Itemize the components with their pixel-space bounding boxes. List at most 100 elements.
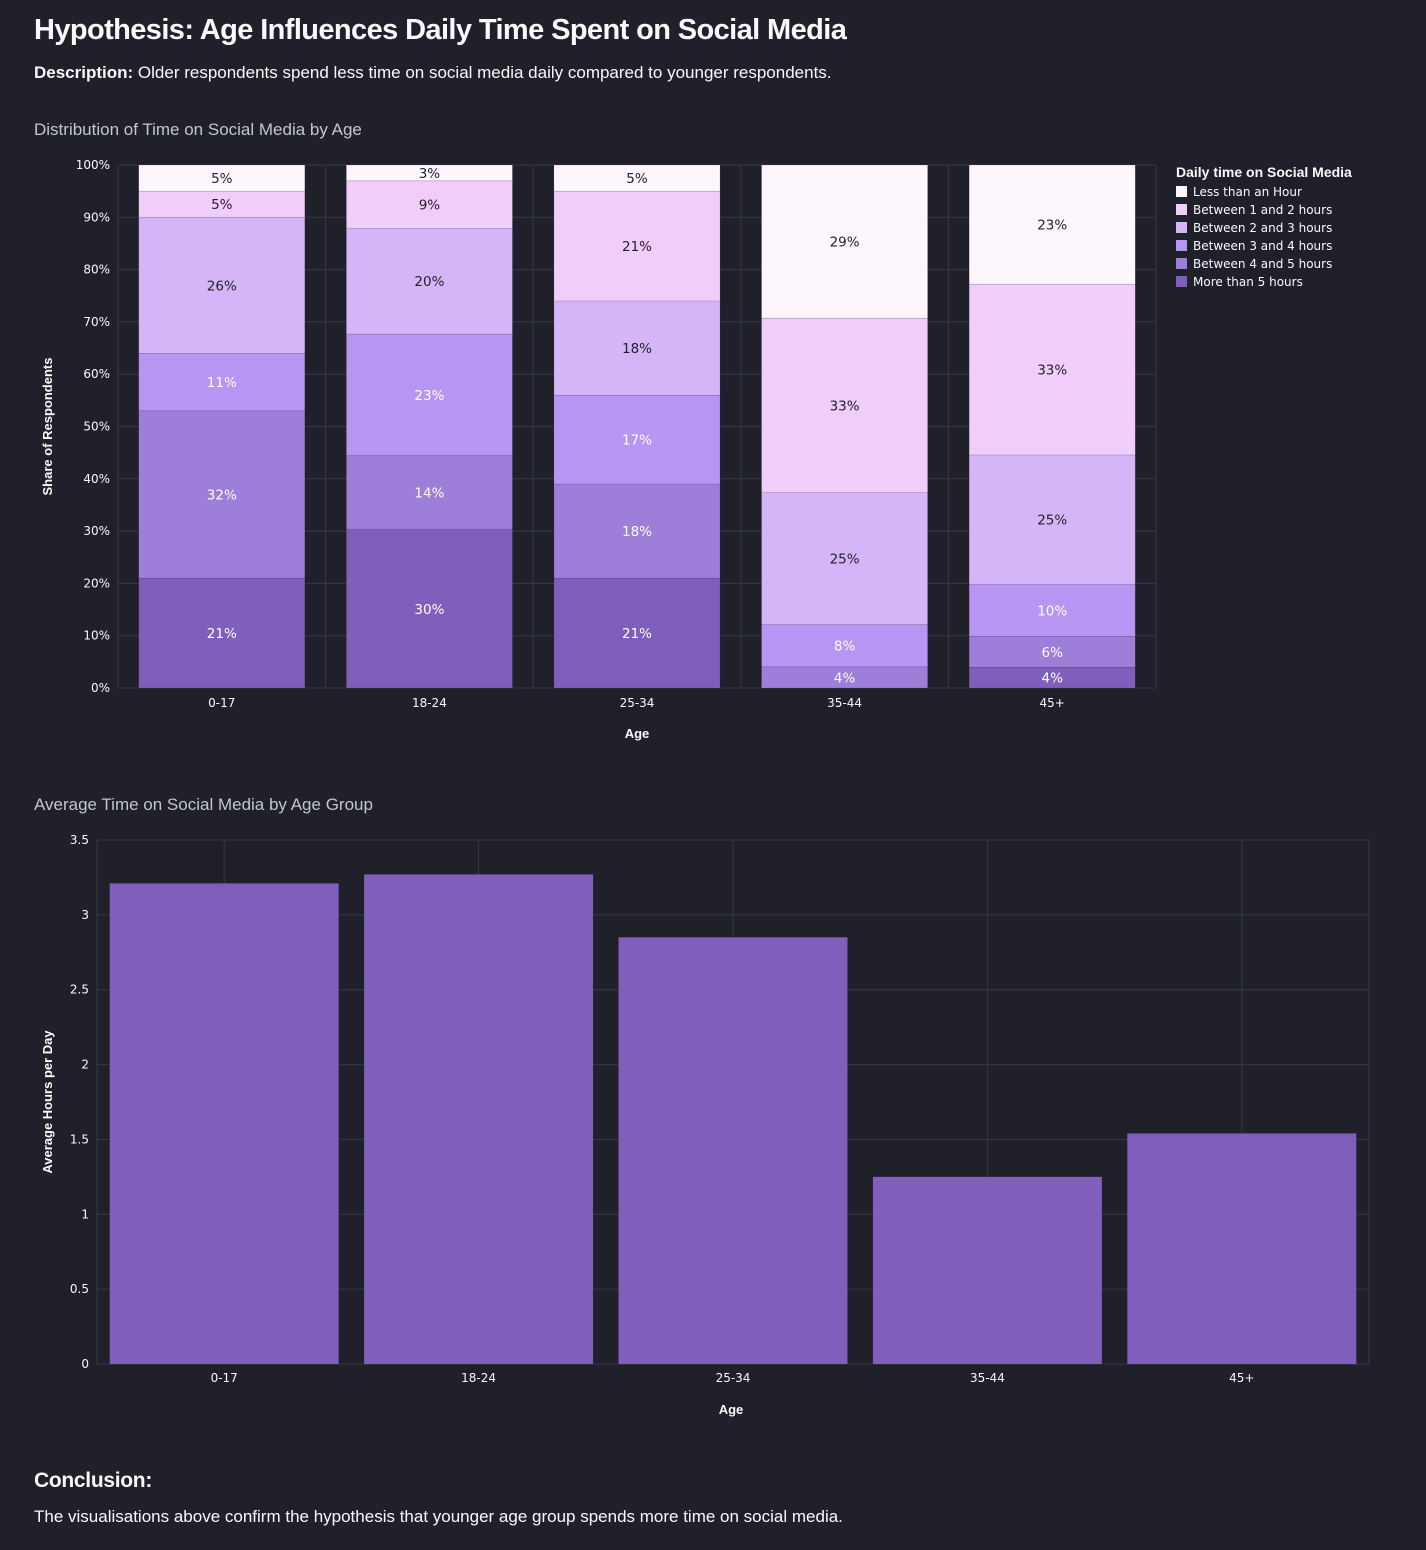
data-label: 5% <box>626 171 648 187</box>
y-tick-label: 50% <box>83 420 110 434</box>
x-tick-label: 18-24 <box>412 696 447 710</box>
stacked-chart-title: Distribution of Time on Social Media by … <box>34 120 362 139</box>
description-label: Description: <box>34 63 134 82</box>
data-label: 4% <box>834 670 856 686</box>
data-label: 23% <box>414 388 444 404</box>
bar-segment <box>968 635 1136 668</box>
data-label: 3% <box>419 166 441 182</box>
x-tick-label: 25-34 <box>620 696 655 710</box>
y-tick-label: 70% <box>83 315 110 329</box>
y-tick-label: 80% <box>83 263 110 277</box>
legend-label: Between 2 and 3 hours <box>1193 221 1332 235</box>
data-label: 30% <box>414 602 444 618</box>
bar-segment <box>761 317 928 493</box>
data-label: 21% <box>622 239 652 255</box>
data-label: 26% <box>207 278 237 294</box>
bar-segment <box>346 164 513 182</box>
legend-swatch <box>1176 276 1187 287</box>
legend-label: More than 5 hours <box>1193 275 1303 289</box>
data-label: 17% <box>622 433 652 449</box>
bar-segment <box>346 333 513 456</box>
page-title: Hypothesis: Age Influences Daily Time Sp… <box>34 14 847 46</box>
bar-segment <box>138 217 306 354</box>
y-tick-label: 60% <box>83 367 110 381</box>
description: Description: Older respondents spend les… <box>34 63 832 83</box>
y-tick-label: 0% <box>91 681 110 695</box>
data-label: 14% <box>414 486 444 502</box>
y-tick-label: 1.5 <box>70 1132 89 1146</box>
data-label: 33% <box>830 398 860 414</box>
x-axis-label: Age <box>719 1402 744 1417</box>
bar-segment <box>553 483 721 579</box>
bar-segment <box>968 283 1136 456</box>
bar <box>872 1176 1102 1364</box>
data-label: 18% <box>622 341 652 357</box>
bar-segment <box>346 228 513 335</box>
bar-segment <box>553 300 721 396</box>
x-tick-label: 25-34 <box>716 1371 751 1385</box>
x-axis-label: Age <box>625 726 650 741</box>
data-label: 23% <box>1037 218 1067 234</box>
bar-segment <box>553 190 721 302</box>
bar-segment <box>553 394 721 485</box>
data-label: 20% <box>414 274 444 290</box>
y-tick-label: 0 <box>81 1357 89 1371</box>
conclusion-title: Conclusion: <box>34 1469 153 1492</box>
bar-segment <box>968 584 1136 637</box>
conclusion-text: The visualisations above confirm the hyp… <box>34 1507 843 1526</box>
legend-label: Between 3 and 4 hours <box>1193 239 1332 253</box>
bar-segment <box>968 164 1136 285</box>
average-bar-chart: 0 0.5 1 1.5 2 2.5 3 3.5 0-17 18-24 25-34 35-44 45+ Ag… <box>40 833 1370 1417</box>
legend-label: Between 1 and 2 hours <box>1193 203 1332 217</box>
data-label: 29% <box>830 235 860 251</box>
data-label: 6% <box>1041 645 1063 661</box>
data-label: 9% <box>419 198 441 214</box>
data-label: 10% <box>1037 603 1067 619</box>
bar-segment <box>138 353 306 412</box>
data-label: 32% <box>207 487 237 503</box>
bar-segment <box>346 180 513 229</box>
legend-swatch <box>1176 204 1187 215</box>
legend-swatch <box>1176 222 1187 233</box>
bar <box>618 937 848 1364</box>
data-label: 21% <box>622 626 652 642</box>
y-tick-label: 20% <box>83 576 110 590</box>
legend-swatch <box>1176 240 1187 251</box>
legend-label: Less than an Hour <box>1193 185 1302 199</box>
x-tick-label: 45+ <box>1229 1371 1254 1385</box>
y-tick-label: 2 <box>81 1058 89 1072</box>
data-label: 5% <box>211 197 233 213</box>
y-axis-label: Average Hours per Day <box>40 1030 55 1174</box>
data-label: 25% <box>1037 513 1067 529</box>
data-label: 4% <box>1041 671 1063 687</box>
average-chart-title: Average Time on Social Media by Age Grou… <box>34 795 373 814</box>
legend-title: Daily time on Social Media <box>1176 164 1352 180</box>
data-label: 11% <box>207 375 237 391</box>
bar-segment <box>968 454 1136 585</box>
bar-segment <box>138 190 306 218</box>
bar-segment <box>138 410 306 579</box>
bar <box>364 874 594 1364</box>
data-label: 25% <box>830 552 860 568</box>
bar-segment <box>761 164 928 319</box>
legend-swatch <box>1176 258 1187 269</box>
bar <box>1127 1133 1357 1364</box>
x-tick-label: 35-44 <box>970 1371 1005 1385</box>
bar-segment <box>553 164 721 192</box>
bar-segment <box>553 577 721 689</box>
y-tick-label: 40% <box>83 472 110 486</box>
data-label: 8% <box>834 639 856 655</box>
data-label: 5% <box>211 171 233 187</box>
description-text: Older respondents spend less time on soc… <box>133 63 832 82</box>
x-tick-label: 45+ <box>1040 696 1065 710</box>
y-tick-label: 90% <box>83 210 110 224</box>
legend-label: Between 4 and 5 hours <box>1193 257 1332 271</box>
x-tick-label: 35-44 <box>827 696 862 710</box>
y-tick-label: 1 <box>81 1207 89 1221</box>
y-tick-label: 0.5 <box>70 1282 89 1296</box>
bar-segment <box>761 492 928 625</box>
bar <box>109 883 339 1364</box>
y-axis-label: Share of Respondents <box>40 358 55 496</box>
data-label: 33% <box>1037 363 1067 379</box>
y-tick-label: 2.5 <box>70 983 89 997</box>
